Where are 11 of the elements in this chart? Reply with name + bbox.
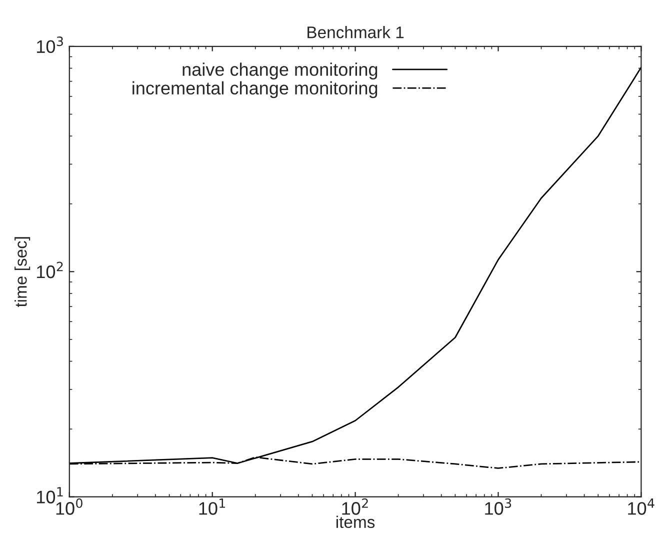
y-tick-label: 10$^{2}$ xyxy=(37,262,63,278)
x-tick-label: 10$^{3}$ xyxy=(485,498,512,515)
legend-label: incremental change monitoring xyxy=(132,81,378,98)
chart-title: Benchmark 1 xyxy=(308,26,404,38)
x-tick-label: 10$^{4}$ xyxy=(628,498,654,515)
y-axis-title: time [sec] xyxy=(14,237,30,308)
y-tick-label: 10$^{3}$ xyxy=(37,36,63,53)
x-axis-title: items xyxy=(336,516,375,528)
legend-label: naive change monitoring xyxy=(182,62,378,80)
x-tick-label: 10$^{1}$ xyxy=(199,498,226,515)
x-tick-label: 10$^{2}$ xyxy=(342,498,368,515)
